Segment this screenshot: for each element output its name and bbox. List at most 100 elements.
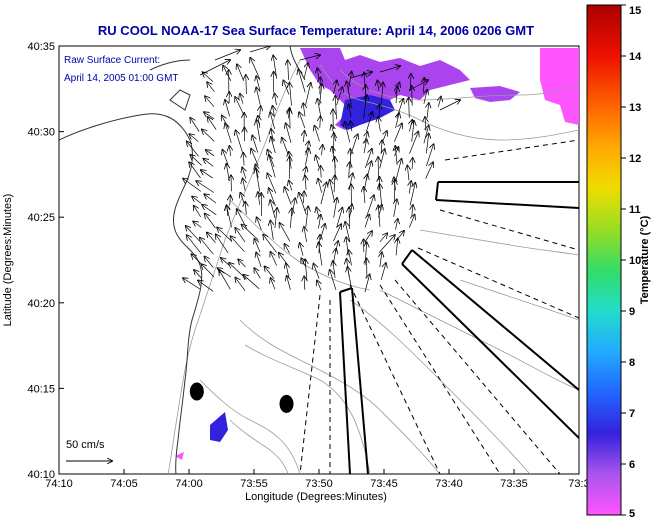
current-vector <box>300 243 303 256</box>
current-vector <box>231 236 245 252</box>
current-vector <box>412 86 413 106</box>
current-vector <box>271 137 276 154</box>
current-vector <box>303 192 304 204</box>
current-vector <box>271 278 276 290</box>
current-vector <box>334 175 335 193</box>
sst-patch <box>175 452 184 460</box>
current-vector <box>364 187 365 204</box>
current-vector <box>396 239 398 256</box>
bathymetry-contours <box>167 59 579 474</box>
current-vector <box>335 96 336 120</box>
current-vector <box>345 122 351 143</box>
current-vector <box>196 181 214 193</box>
colorbar-ticks: 5 6 7 8 9 10 11 12 13 14 15 <box>621 4 642 519</box>
current-vector <box>227 205 232 228</box>
current-vector <box>412 158 413 169</box>
current-vector <box>438 97 441 107</box>
x-tick-label: 73:45 <box>370 478 398 490</box>
current-vector <box>194 270 202 279</box>
current-vector <box>366 112 372 132</box>
current-vector <box>394 199 397 217</box>
current-vector <box>219 270 231 290</box>
current-vector <box>205 214 216 229</box>
current-vector <box>286 123 292 143</box>
current-vector <box>192 197 202 204</box>
current-vector <box>364 95 367 119</box>
current-vector <box>334 198 337 218</box>
current-vector <box>394 124 402 142</box>
current-vector <box>409 80 428 91</box>
station-dot <box>279 394 294 413</box>
x-axis-ticks: 74:10 74:05 74:00 73:55 73:50 73:45 73:40 73:35… <box>45 469 590 490</box>
current-vector <box>304 227 307 242</box>
current-vector <box>426 134 428 154</box>
current-vector <box>379 149 385 169</box>
current-vector <box>243 153 244 166</box>
current-vector <box>205 257 214 269</box>
current-vector <box>193 222 202 228</box>
current-vector <box>205 96 215 107</box>
current-vector <box>183 179 202 192</box>
current-vector <box>380 253 382 268</box>
current-vector <box>270 112 276 130</box>
current-vector <box>409 98 410 118</box>
current-vector <box>290 209 292 228</box>
current-vector <box>409 132 419 154</box>
station-dot <box>189 382 204 401</box>
current-vector <box>256 88 261 105</box>
current-vector <box>235 228 246 243</box>
current-vector <box>322 145 323 156</box>
current-vector <box>189 162 201 179</box>
current-vector <box>267 174 277 194</box>
current-vector <box>245 202 246 215</box>
current-vector <box>200 238 214 255</box>
x-tick-label: 74:00 <box>175 478 203 490</box>
current-vector <box>192 254 202 265</box>
current-vector <box>271 252 277 266</box>
x-tick-label: 73:50 <box>305 478 333 490</box>
current-vector <box>289 181 292 191</box>
current-vector <box>236 130 244 154</box>
current-vector <box>243 179 246 191</box>
colorbar-tick-label: 15 <box>629 5 641 17</box>
y-tick-label: 40:25 <box>27 212 55 224</box>
current-vector <box>330 270 337 290</box>
colorbar-tick-label: 13 <box>629 102 641 114</box>
y-axis-label: Latitude (Degrees:Minutes) <box>2 194 14 327</box>
current-vector <box>439 100 460 111</box>
current-vector <box>285 244 290 254</box>
current-vector <box>318 179 322 193</box>
coastline <box>59 46 306 474</box>
current-vector <box>258 192 260 205</box>
current-vector <box>256 120 261 142</box>
current-vector <box>246 75 247 95</box>
current-vector <box>407 166 409 181</box>
current-vector <box>249 46 270 53</box>
current-vector <box>235 278 246 292</box>
current-vector <box>208 117 217 130</box>
sst-patch <box>300 48 470 130</box>
current-vector <box>225 123 232 143</box>
current-vector <box>319 215 321 229</box>
current-vector <box>204 194 217 204</box>
current-vector <box>269 155 276 178</box>
current-vector <box>288 61 289 80</box>
colorbar-tick-label: 9 <box>629 306 635 318</box>
colorbar-tick-label: 6 <box>629 459 635 471</box>
current-vector <box>305 148 308 166</box>
x-tick-label: 73:40 <box>435 478 463 490</box>
current-vector <box>364 275 370 293</box>
plot-area <box>58 45 580 475</box>
colorbar-tick-label: 7 <box>629 408 635 420</box>
current-vector <box>256 253 262 267</box>
current-vector <box>183 278 201 290</box>
current-vector <box>364 215 369 228</box>
current-vector <box>263 235 277 253</box>
current-vector <box>425 162 434 179</box>
colorbar-tick-label: 5 <box>629 508 635 519</box>
y-axis-ticks: 40:10 40:15 40:20 40:25 40:30 40:35 <box>27 41 64 481</box>
current-vector <box>348 267 353 291</box>
current-vector <box>270 200 276 218</box>
current-vector <box>378 235 395 254</box>
